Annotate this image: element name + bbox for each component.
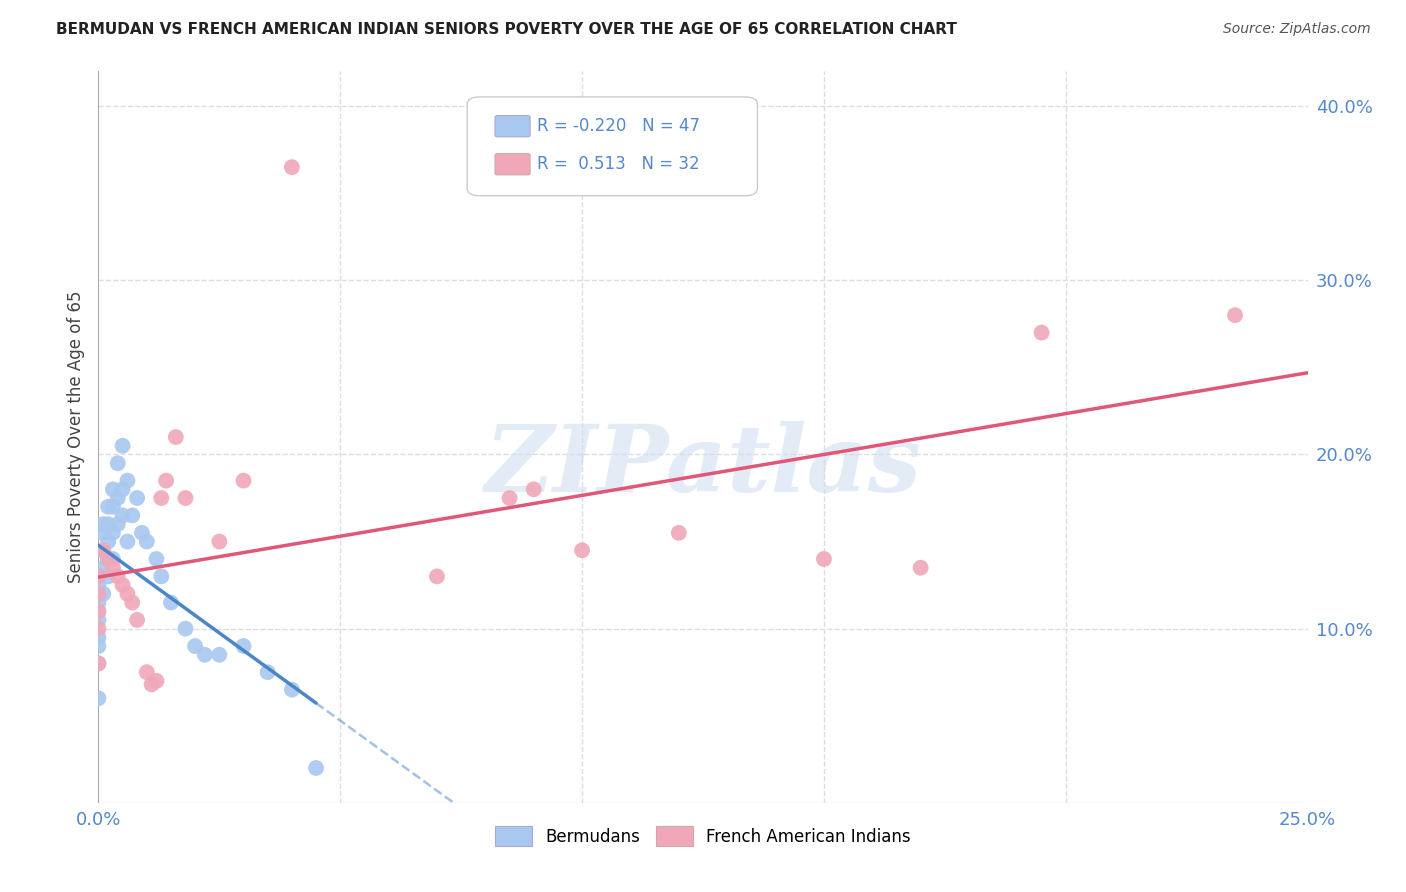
- Point: [111, 578, 134, 592]
- Point: [91, 543, 114, 558]
- Point: [305, 761, 328, 775]
- Point: [107, 517, 129, 532]
- Point: [194, 648, 217, 662]
- Point: [101, 525, 124, 540]
- Point: [97, 500, 120, 514]
- Point: [135, 534, 157, 549]
- Point: [160, 595, 183, 609]
- Point: [426, 569, 449, 583]
- Point: [91, 587, 114, 601]
- Point: [87, 639, 110, 653]
- Point: [127, 491, 149, 505]
- Point: [131, 525, 153, 540]
- Point: [101, 560, 124, 574]
- Point: [127, 613, 149, 627]
- Point: [87, 604, 110, 618]
- Point: [87, 622, 110, 636]
- Point: [117, 534, 139, 549]
- Point: [165, 430, 187, 444]
- Point: [107, 491, 129, 505]
- Point: [87, 657, 110, 671]
- Point: [281, 160, 304, 174]
- Point: [184, 639, 207, 653]
- Point: [145, 673, 167, 688]
- Point: [498, 491, 520, 505]
- Point: [97, 534, 120, 549]
- Point: [256, 665, 278, 680]
- Point: [111, 508, 134, 523]
- Point: [87, 613, 110, 627]
- FancyBboxPatch shape: [495, 153, 530, 175]
- Point: [910, 560, 932, 574]
- Point: [232, 639, 254, 653]
- Point: [107, 456, 129, 470]
- Point: [1031, 326, 1053, 340]
- Point: [813, 552, 835, 566]
- Point: [150, 491, 173, 505]
- Point: [232, 474, 254, 488]
- Point: [87, 631, 110, 645]
- Point: [571, 543, 593, 558]
- Legend: Bermudans, French American Indians: Bermudans, French American Indians: [495, 826, 911, 846]
- Text: R = -0.220   N = 47: R = -0.220 N = 47: [537, 117, 700, 136]
- Point: [101, 552, 124, 566]
- Text: ZIPatlas: ZIPatlas: [485, 421, 921, 511]
- Point: [208, 534, 231, 549]
- Point: [668, 525, 690, 540]
- Point: [97, 517, 120, 532]
- Point: [87, 569, 110, 583]
- Point: [135, 665, 157, 680]
- FancyBboxPatch shape: [467, 97, 758, 195]
- Text: R =  0.513   N = 32: R = 0.513 N = 32: [537, 155, 700, 173]
- Point: [111, 483, 134, 497]
- Point: [87, 595, 110, 609]
- Point: [141, 677, 163, 691]
- Point: [281, 682, 304, 697]
- Point: [1223, 308, 1246, 322]
- Point: [87, 691, 110, 706]
- Point: [155, 474, 177, 488]
- Point: [87, 578, 110, 592]
- Point: [87, 587, 110, 601]
- Text: BERMUDAN VS FRENCH AMERICAN INDIAN SENIORS POVERTY OVER THE AGE OF 65 CORRELATIO: BERMUDAN VS FRENCH AMERICAN INDIAN SENIO…: [56, 22, 957, 37]
- Point: [208, 648, 231, 662]
- Point: [101, 500, 124, 514]
- Point: [145, 552, 167, 566]
- Point: [91, 517, 114, 532]
- Point: [121, 595, 143, 609]
- Point: [97, 569, 120, 583]
- Point: [97, 552, 120, 566]
- Point: [91, 525, 114, 540]
- Point: [174, 491, 197, 505]
- Point: [87, 604, 110, 618]
- Point: [87, 657, 110, 671]
- Point: [111, 439, 134, 453]
- Point: [91, 543, 114, 558]
- Text: Source: ZipAtlas.com: Source: ZipAtlas.com: [1223, 22, 1371, 37]
- Point: [87, 587, 110, 601]
- Point: [117, 587, 139, 601]
- Point: [150, 569, 173, 583]
- Point: [107, 569, 129, 583]
- Point: [101, 483, 124, 497]
- FancyBboxPatch shape: [495, 116, 530, 136]
- Point: [117, 474, 139, 488]
- Point: [174, 622, 197, 636]
- Point: [91, 560, 114, 574]
- Y-axis label: Seniors Poverty Over the Age of 65: Seniors Poverty Over the Age of 65: [66, 291, 84, 583]
- Point: [523, 483, 546, 497]
- Point: [121, 508, 143, 523]
- Point: [87, 569, 110, 583]
- Point: [97, 552, 120, 566]
